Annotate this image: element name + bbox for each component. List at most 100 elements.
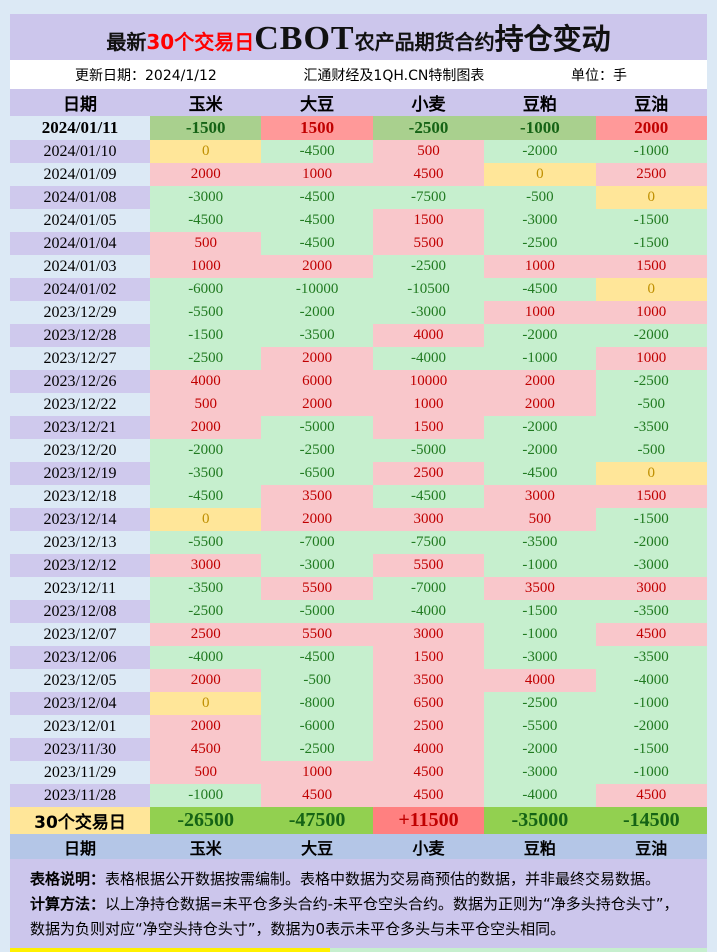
value-cell: 1500 xyxy=(372,416,485,439)
next-table-green-cell xyxy=(330,948,707,952)
unit-label: 单位：手 xyxy=(570,67,627,84)
value-cell: 4500 xyxy=(372,784,485,807)
value-cell: 2500 xyxy=(372,715,485,738)
value-cell: -3500 xyxy=(150,462,262,485)
value-cell: 0 xyxy=(150,140,262,163)
value-cell: -1000 xyxy=(484,554,596,577)
value-cell: 3500 xyxy=(261,485,373,508)
table-row: 2024/01/08 -3000 -4500 -7500 -500 0 xyxy=(10,186,707,209)
value-cell: -1000 xyxy=(595,140,707,163)
value-cell: 4500 xyxy=(372,163,485,186)
date-cell: 2023/12/08 xyxy=(10,600,150,623)
value-cell: -500 xyxy=(484,186,596,209)
total-label: 30个交易日 xyxy=(10,807,150,834)
value-cell: -2000 xyxy=(484,140,596,163)
title-suffix: 持仓变动 xyxy=(494,22,611,56)
value-cell: -6000 xyxy=(261,715,373,738)
table-title: 最新 30个交易日 CBOT 农产品期货合约 持仓变动 xyxy=(10,14,707,60)
date-cell: 2023/12/28 xyxy=(10,324,150,347)
value-cell: -4000 xyxy=(372,347,485,370)
value-cell: -4500 xyxy=(261,140,373,163)
value-cell: -4000 xyxy=(150,646,262,669)
date-cell: 2023/12/19 xyxy=(10,462,150,485)
value-cell: -6000 xyxy=(150,278,262,301)
value-cell: -1500 xyxy=(484,600,596,623)
table-row: 2023/11/29 500 1000 4500 -3000 -1000 xyxy=(10,761,707,784)
value-cell: 0 xyxy=(150,692,262,715)
column-header-豆粕: 豆粕 xyxy=(523,838,556,858)
value-cell: 1000 xyxy=(484,255,596,278)
value-cell: 5500 xyxy=(261,623,373,646)
value-cell: -5500 xyxy=(484,715,596,738)
date-cell: 2023/12/05 xyxy=(10,669,150,692)
value-cell: 0 xyxy=(484,163,596,186)
source-credit: 汇通财经及1QH.CN特制图表 xyxy=(303,67,485,84)
table-row: 2023/12/06 -4000 -4500 1500 -3000 -3500 xyxy=(10,646,707,669)
column-header-豆油: 豆油 xyxy=(634,95,669,115)
value-cell: 5500 xyxy=(372,232,485,255)
value-cell: -7500 xyxy=(372,186,485,209)
value-cell: -10000 xyxy=(261,278,373,301)
value-cell: 3500 xyxy=(484,577,596,600)
column-header-玉米: 玉米 xyxy=(188,95,223,115)
value-cell: 2000 xyxy=(484,393,596,416)
value-cell: -5000 xyxy=(261,600,373,623)
next-table-partial-row xyxy=(10,948,707,952)
footer-notes: 表格说明：表格根据公开数据按需编制。表格中数据为交易商预估的数据，并非最终交易数… xyxy=(10,859,707,950)
value-cell: 10000 xyxy=(372,370,485,393)
value-cell: -1500 xyxy=(150,324,262,347)
table-row: 2023/12/29 -5500 -2000 -3000 1000 1000 xyxy=(10,301,707,324)
table-row: 2024/01/05 -4500 -4500 1500 -3000 -1500 xyxy=(10,209,707,232)
value-cell: -3000 xyxy=(484,646,596,669)
value-cell: 4000 xyxy=(372,324,485,347)
bottom-header-row: 日期 玉米 大豆 小麦 豆粕 豆油 xyxy=(10,834,707,859)
note-2-text: 以上净持仓数据=未平仓多头合约-未平仓空头合约。数据为正则为“净多头持仓头寸”，… xyxy=(30,895,679,938)
date-cell: 2023/12/29 xyxy=(10,301,150,324)
date-cell: 2024/01/05 xyxy=(10,209,150,232)
table-row: 2023/12/14 0 2000 3000 500 -1500 xyxy=(10,508,707,531)
value-cell: 2500 xyxy=(595,163,707,186)
value-cell: -5500 xyxy=(150,531,262,554)
value-cell: -4500 xyxy=(261,209,373,232)
update-date: 更新日期：2024/1/12 xyxy=(75,67,217,84)
value-cell: 500 xyxy=(484,508,596,531)
value-cell: 2000 xyxy=(595,116,707,140)
value-cell: -1000 xyxy=(595,761,707,784)
table-row: 2023/11/30 4500 -2500 4000 -2000 -1500 xyxy=(10,738,707,761)
value-cell: -8000 xyxy=(261,692,373,715)
value-cell: -2000 xyxy=(484,738,596,761)
value-cell: -7000 xyxy=(261,531,373,554)
date-cell: 2023/12/01 xyxy=(10,715,150,738)
value-cell: -2500 xyxy=(484,692,596,715)
value-cell: -2000 xyxy=(595,531,707,554)
value-cell: -1000 xyxy=(484,116,596,140)
value-cell: 6000 xyxy=(261,370,373,393)
value-cell: -1500 xyxy=(595,232,707,255)
note-1-text: 表格根据公开数据按需编制。表格中数据为交易商预估的数据，并非最终交易数据。 xyxy=(105,870,661,888)
value-cell: -3500 xyxy=(595,646,707,669)
value-cell: -4500 xyxy=(261,646,373,669)
table-row: 2023/12/20 -2000 -2500 -5000 -2000 -500 xyxy=(10,439,707,462)
value-cell: -500 xyxy=(595,393,707,416)
value-cell: 1000 xyxy=(372,393,485,416)
value-cell: -2000 xyxy=(595,324,707,347)
value-cell: 4500 xyxy=(261,784,373,807)
value-cell: -4500 xyxy=(372,485,485,508)
value-cell: 1000 xyxy=(595,347,707,370)
date-cell: 2023/11/29 xyxy=(10,761,150,784)
value-cell: 2000 xyxy=(261,393,373,416)
meta-bar: 更新日期：2024/1/12 汇通财经及1QH.CN特制图表 单位：手 xyxy=(10,60,707,89)
date-cell: 2023/12/07 xyxy=(10,623,150,646)
column-header-豆粕: 豆粕 xyxy=(522,95,557,115)
value-cell: 2000 xyxy=(150,163,262,186)
value-cell: -500 xyxy=(261,669,373,692)
value-cell: 1000 xyxy=(261,761,373,784)
table-row: 2023/12/13 -5500 -7000 -7500 -3500 -2000 xyxy=(10,531,707,554)
value-cell: 5500 xyxy=(372,554,485,577)
value-cell: -5000 xyxy=(372,439,485,462)
total-value-cell: -26500 xyxy=(150,807,262,834)
value-cell: -3000 xyxy=(595,554,707,577)
total-row: 30个交易日 -26500 -47500 +11500 -35000 -14500 xyxy=(10,807,707,834)
value-cell: -1000 xyxy=(595,692,707,715)
value-cell: -4500 xyxy=(150,485,262,508)
